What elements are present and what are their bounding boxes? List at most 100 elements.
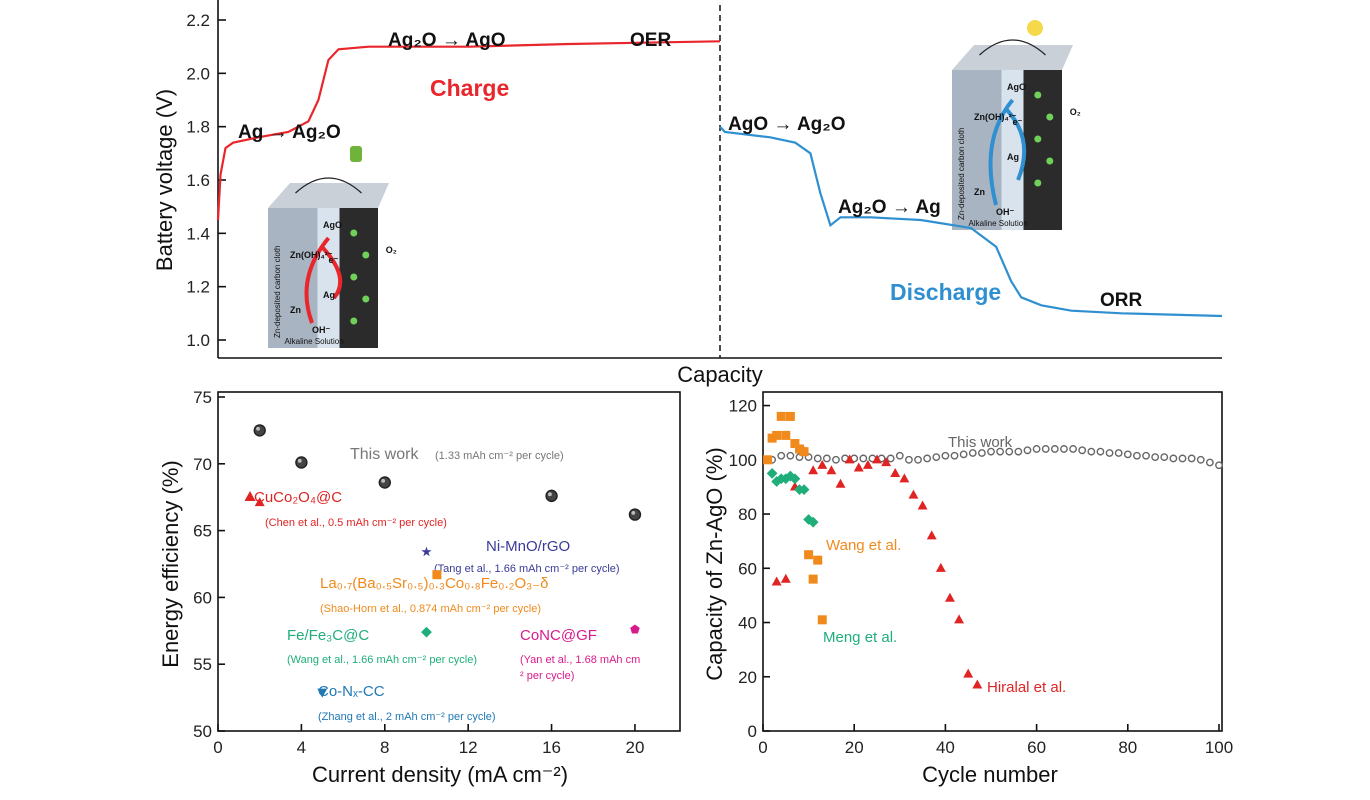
- series-label: La₀.₇(Ba₀.₅Sr₀.₅)₀.₃Co₀.₈Fe₀.₂O₃₋δ: [320, 575, 549, 592]
- charge-inset: AgO Zn(OH)₄²⁻ Ag Zn OH⁻ e⁻ O₂ Alkaline Solution…: [268, 177, 397, 348]
- series-note: (Yan et al., 1.68 mAh cm ² per cycle): [520, 654, 640, 682]
- x-tick-label: 0: [758, 738, 767, 757]
- label-zincate: Zn(OH)₄²⁻: [974, 112, 1017, 122]
- y-axis-label: Energy efficiency (%): [158, 460, 183, 667]
- annotation-oer: OER: [630, 30, 671, 51]
- y-tick-label: 55: [193, 655, 212, 674]
- data-point: [835, 478, 846, 488]
- data-point: [1169, 454, 1178, 463]
- label-ago: AgO: [323, 220, 342, 230]
- data-point: [777, 451, 786, 460]
- x-axis-label: Cycle number: [922, 762, 1058, 787]
- electrolyte: [1001, 70, 1024, 230]
- data-point: [844, 454, 855, 464]
- oxygen-bubble: [1034, 179, 1042, 187]
- data-point: [959, 450, 968, 459]
- data-point: [786, 451, 795, 460]
- series-label: CoNC@GF: [520, 627, 597, 644]
- data-point: [794, 444, 804, 454]
- efficiency-chart: 0 4 8 12 16 20 50 55 60 65 70 75 Current density (mA…: [158, 388, 681, 787]
- series-label: Fe/Fe₃C@C: [287, 627, 369, 644]
- data-point: [954, 614, 965, 624]
- data-point: [1178, 454, 1187, 463]
- data-point: [1041, 445, 1050, 453]
- series-note: (Chen et al., 0.5 mAh cm⁻² per cycle): [265, 517, 447, 529]
- data-point: [808, 465, 819, 475]
- data-point-highlight: [631, 510, 636, 515]
- data-point: [905, 455, 913, 464]
- data-point: [932, 453, 941, 461]
- oxygen-bubble: [350, 229, 358, 237]
- data-point: [295, 456, 308, 469]
- data-point: [1023, 446, 1032, 455]
- data-point: [776, 411, 786, 421]
- data-point: [630, 624, 640, 634]
- data-point: [862, 459, 873, 469]
- discharge-label: Discharge: [890, 279, 1001, 305]
- series-label: CuCo₂O₄@C: [254, 489, 342, 506]
- data-point: [817, 459, 828, 469]
- series-note: (Zhang et al., 2 mAh cm⁻² per cycle): [318, 711, 496, 723]
- y-tick-label: 0: [748, 722, 757, 741]
- charge-label: Charge: [430, 75, 509, 101]
- reaction-arrow: [321, 246, 343, 300]
- data-point: [987, 447, 995, 456]
- data-point: [1151, 453, 1160, 461]
- annotation-ago-ag2o: AgO → Ag₂O: [728, 114, 846, 135]
- discharge-inset: AgO Zn(OH)₄²⁻ Ag Zn OH⁻ e⁻ O₂ Alkaline Solution…: [952, 39, 1081, 230]
- data-point: [628, 508, 642, 521]
- oxygen-bubble: [1046, 113, 1054, 121]
- data-point: [789, 473, 801, 485]
- x-tick-label: 20: [845, 738, 864, 757]
- data-point: [945, 592, 955, 602]
- data-point: [798, 484, 810, 496]
- data-point: [1187, 454, 1196, 463]
- data-point: [881, 457, 892, 467]
- data-point: [763, 455, 773, 465]
- y-tick-label: 1.6: [186, 171, 210, 190]
- data-point: [899, 473, 910, 483]
- x-tick-label: 60: [1027, 738, 1046, 757]
- data-point: [977, 449, 986, 457]
- data-point: [822, 454, 831, 463]
- data-point: [1005, 447, 1014, 456]
- data-point: [817, 615, 827, 625]
- label-zn: Zn: [290, 305, 301, 315]
- voltage-chart: 1.0 1.2 1.4 1.6 1.8 2.0 2.2 Battery voltage (V)…: [152, 0, 1223, 387]
- annotation-orr: ORR: [1100, 290, 1143, 311]
- data-point: [1078, 446, 1087, 455]
- discharge-curve: [719, 125, 1223, 318]
- external-circuit: [979, 39, 1046, 56]
- data-point: [968, 449, 977, 457]
- data-point: [1096, 447, 1105, 456]
- data-point: [813, 555, 823, 565]
- data-point: [935, 562, 946, 572]
- data-point: [545, 489, 558, 503]
- data-point: [785, 411, 795, 421]
- data-point: [772, 430, 782, 440]
- data-point: [886, 454, 895, 463]
- y-tick-label: 20: [738, 668, 757, 687]
- data-point: [1060, 445, 1068, 453]
- note-line: (Yan et al., 1.68 mAh cm: [520, 654, 640, 666]
- y-axis-label: Battery voltage (V): [152, 89, 177, 271]
- data-point: [853, 462, 864, 472]
- y-tick-label: 75: [193, 388, 212, 407]
- data-point: [1196, 455, 1205, 464]
- x-tick-label: 8: [380, 738, 389, 757]
- data-point: [941, 451, 950, 460]
- y-tick-label: 1.4: [186, 224, 210, 243]
- data-point: [317, 688, 328, 698]
- oxygen-bubble: [1046, 157, 1054, 165]
- reaction-arrow: [304, 236, 331, 324]
- series-label: Hiralal et al.: [987, 679, 1066, 696]
- data-point: [926, 530, 937, 540]
- series-label: This work: [350, 446, 419, 463]
- annotation-ag-ag2o: Ag → Ag₂O: [238, 122, 341, 143]
- series-note: (Wang et al., 1.66 mAh cm⁻² per cycle): [287, 654, 477, 666]
- series-note: (Tang et al., 1.66 mAh cm⁻² per cycle): [434, 563, 620, 575]
- series-label: Wang et al.: [826, 537, 901, 554]
- data-point: [914, 455, 922, 464]
- data-point-highlight: [381, 478, 386, 483]
- series-label: This work: [948, 434, 1013, 451]
